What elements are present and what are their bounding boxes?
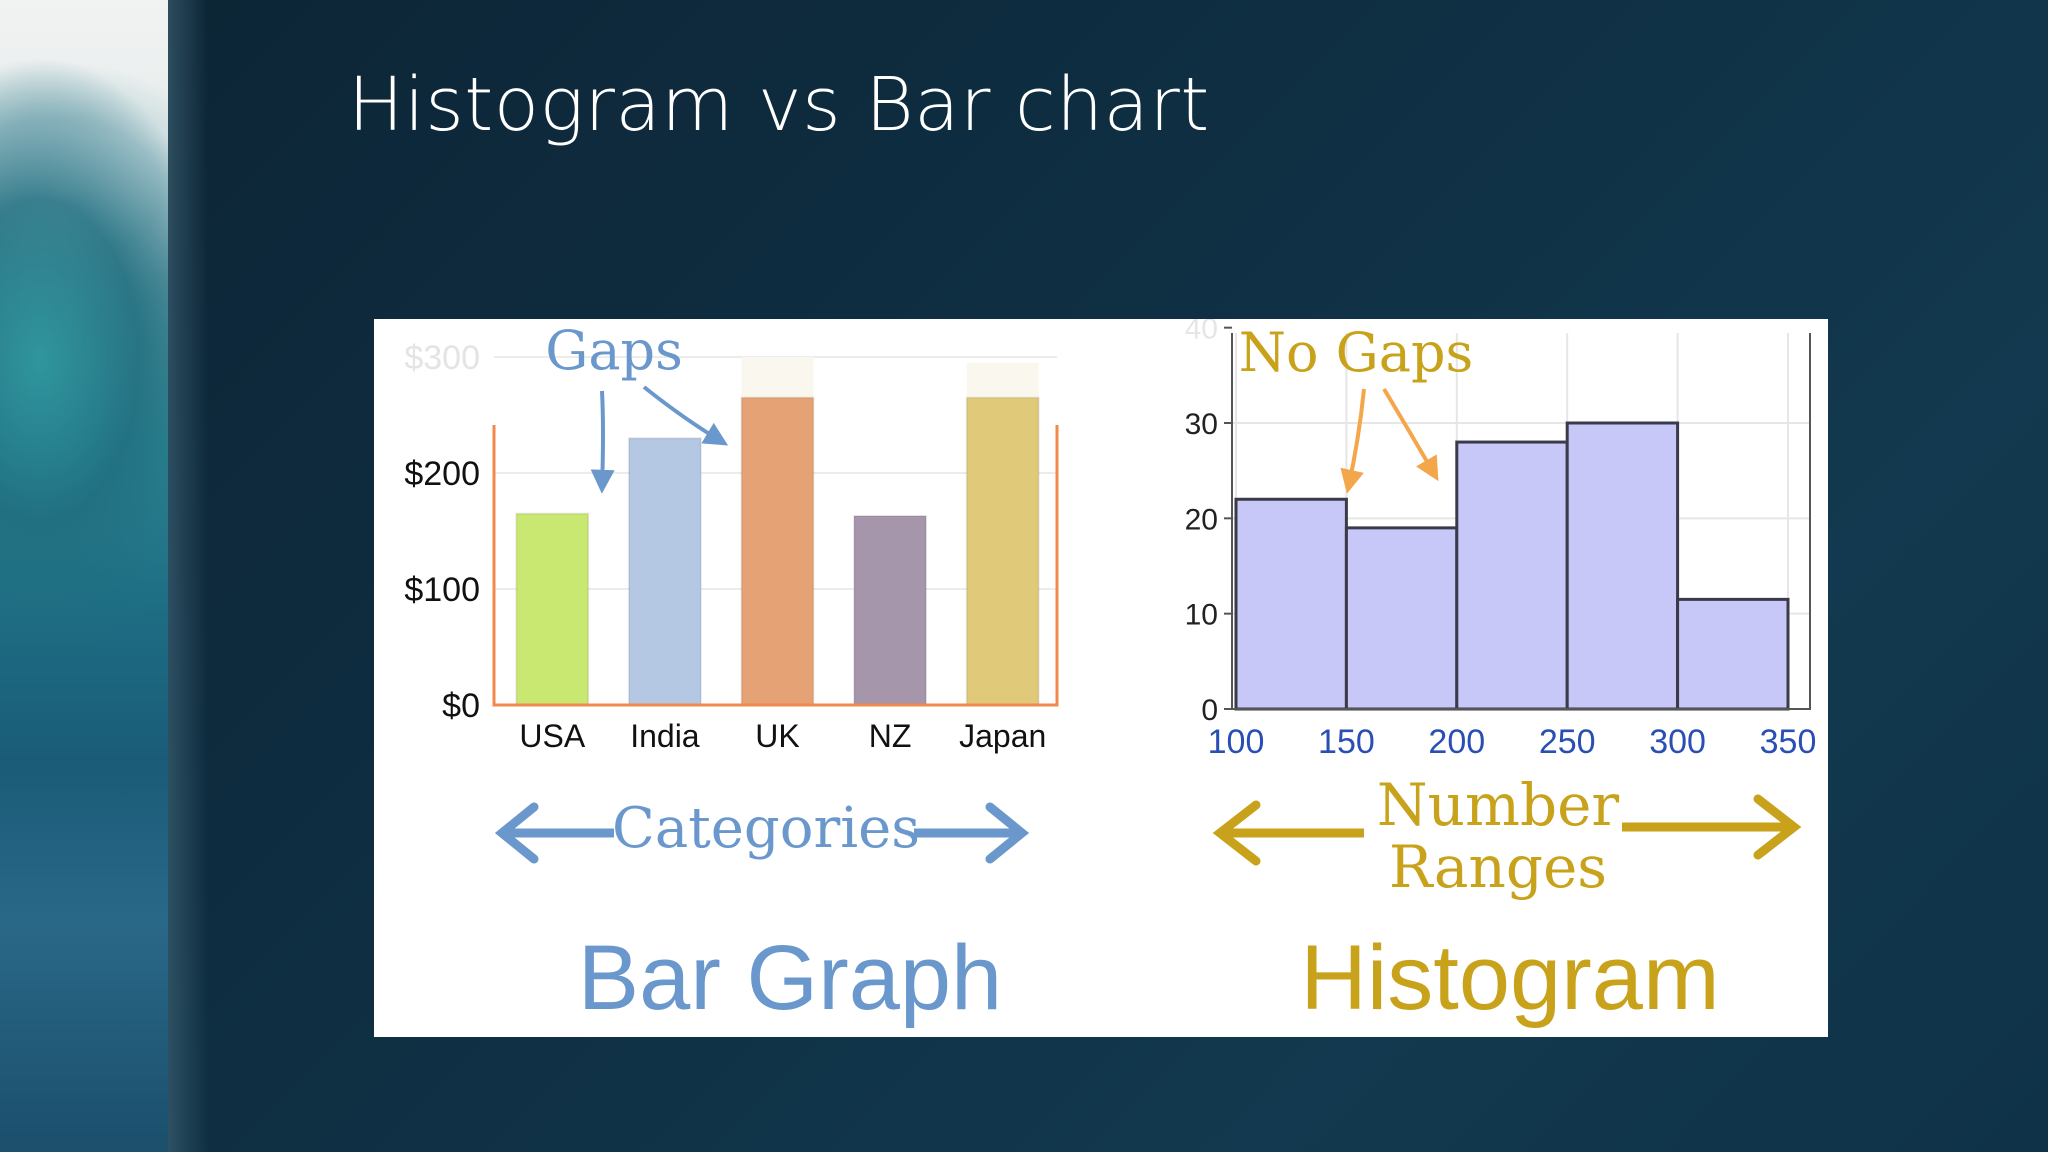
no-gaps-annotation: No Gaps [1239,321,1474,384]
hist-x-tick-label: 300 [1649,723,1706,761]
hist-bar-250-300 [1565,421,1680,711]
bar-japan [965,396,1040,706]
bar-x-tick-label: NZ [869,718,912,754]
hist-y-tick-label: 10 [1185,599,1218,632]
hist-x-tick-label: 150 [1318,723,1375,761]
bar-x-tick-label: India [630,718,700,754]
bar-usa [515,512,590,706]
hist-y-tick-label: 20 [1185,503,1218,536]
histogram-caption: Histogram [1300,927,1719,1029]
hist-bar-150-200 [1344,526,1459,711]
bar-axis-frame [492,425,1059,707]
bar-india [627,437,702,706]
bar-faded-extension [966,362,1039,398]
hist-y-tick-label: 40 [1185,319,1218,346]
wave-strip-edge [168,0,208,1152]
hist-y-tick-label: 0 [1201,694,1218,727]
hist-y-tick-label: 30 [1185,408,1218,441]
no-gaps-arrow-right [1382,387,1439,482]
bar-graph: $0 $100 $200 $300 USA India UK NZ Japan Gaps Ca… [404,319,1059,1029]
hist-bar-200-250 [1455,440,1569,711]
bar-x-tick-label: UK [755,718,799,754]
hist-x-tick-label: 100 [1208,723,1265,761]
categories-arrow-left-head [494,802,539,864]
bar-y-tick-label: $200 [404,455,480,493]
number-ranges-arrow-left-head [1212,800,1261,866]
hist-x-tick-label: 350 [1760,723,1817,761]
hist-bar-300-350 [1676,597,1790,711]
bar-y-tick-label: $0 [442,687,480,725]
ocean-wave-image [0,0,168,1152]
number-ranges-annotation-line2: Ranges [1389,833,1607,901]
categories-arrow-right-head [985,802,1030,864]
bar-y-tick-label: $300 [404,339,480,377]
bar-x-tick-label: USA [519,718,585,754]
gaps-arrow-left [590,390,615,494]
categories-annotation: Categories [612,796,920,861]
gaps-annotation: Gaps [545,319,683,382]
hist-x-tick-label: 250 [1539,723,1596,761]
bar-nz [853,514,928,706]
hist-bar-100-150 [1234,497,1348,711]
bar-uk [740,396,815,706]
gaps-arrow-right [642,385,729,446]
number-ranges-arrow-right-head [1753,794,1802,860]
histogram: 0 10 20 30 40 100 150 200 250 300 350 No Gaps Num… [1185,319,1817,1029]
no-gaps-arrow-left [1340,388,1366,494]
bar-y-tick-label: $100 [404,571,480,609]
bar-faded-extension [741,357,814,398]
hist-axis-frame [1231,333,1811,710]
comparison-figure: $0 $100 $200 $300 USA India UK NZ Japan Gaps Ca… [374,319,1828,1037]
number-ranges-annotation-line1: Number [1377,771,1620,839]
slide-title: Histogram vs Bar chart [348,62,1210,148]
bar-graph-caption: Bar Graph [578,927,1002,1029]
hist-x-tick-label: 200 [1428,723,1485,761]
bar-x-tick-label: Japan [959,718,1046,754]
comparison-figure-svg: $0 $100 $200 $300 USA India UK NZ Japan Gaps Ca… [404,319,1817,1029]
